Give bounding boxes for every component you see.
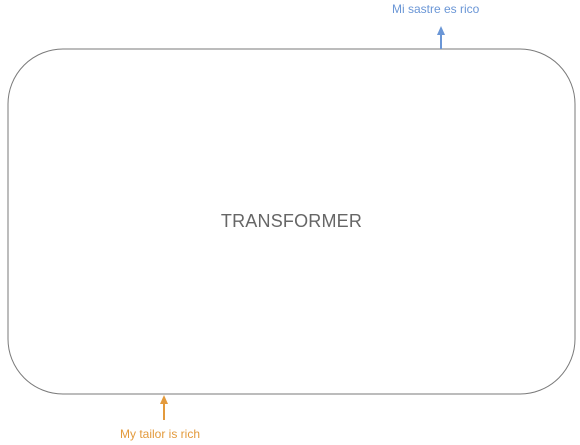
transformer-block <box>7 48 576 395</box>
input-sentence-label: My tailor is rich <box>120 427 201 441</box>
output-sentence-label: Mi sastre es rico <box>392 2 480 16</box>
transformer-block-label: TRANSFORMER <box>220 211 363 231</box>
input-arrow <box>160 395 168 420</box>
output-arrow <box>437 26 445 49</box>
